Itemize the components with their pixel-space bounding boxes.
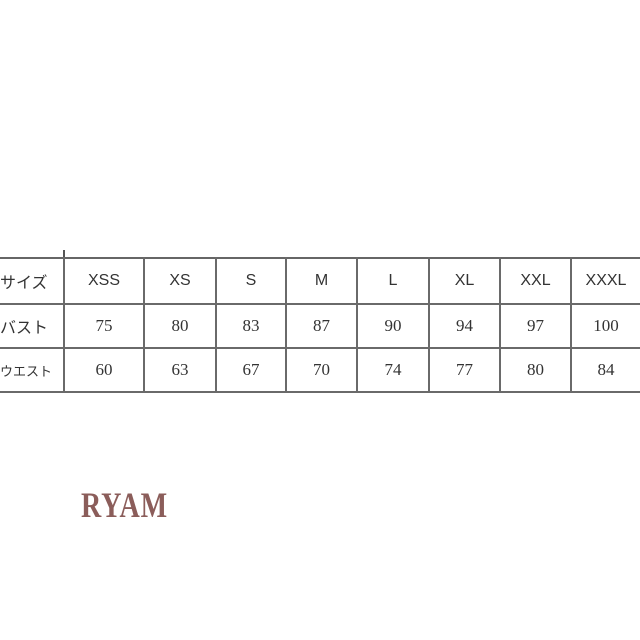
size-cell: XXXL [570,257,640,305]
bust-cell: 75 [63,303,145,349]
size-cell: XXL [499,257,572,305]
table-tick-mark [63,250,65,258]
size-cell: XSS [63,257,145,305]
size-cell: M [285,257,358,305]
row-label-waist: ウエスト [0,347,65,393]
waist-cell: 77 [428,347,501,393]
size-cell: S [215,257,287,305]
bust-cell: 94 [428,303,501,349]
waist-row: ウエスト 60 63 67 70 74 77 80 84 [0,347,640,393]
waist-cell: 74 [356,347,430,393]
row-label-size: サイズ [0,257,65,305]
waist-cell: 84 [570,347,640,393]
bust-cell: 83 [215,303,287,349]
waist-cell: 63 [143,347,217,393]
waist-cell: 60 [63,347,145,393]
size-chart-table: サイズ XSS XS S M L XL XXL XXXL バスト 75 80 8… [0,257,640,393]
size-row: サイズ XSS XS S M L XL XXL XXXL [0,257,640,305]
waist-cell: 70 [285,347,358,393]
bust-cell: 100 [570,303,640,349]
row-label-bust: バスト [0,303,65,349]
size-cell: XL [428,257,501,305]
bust-row: バスト 75 80 83 87 90 94 97 100 [0,303,640,349]
bust-cell: 90 [356,303,430,349]
bust-cell: 97 [499,303,572,349]
waist-cell: 67 [215,347,287,393]
brand-logo-text: RYAM [81,485,168,525]
bust-cell: 80 [143,303,217,349]
waist-cell: 80 [499,347,572,393]
bust-cell: 87 [285,303,358,349]
size-cell: L [356,257,430,305]
size-cell: XS [143,257,217,305]
